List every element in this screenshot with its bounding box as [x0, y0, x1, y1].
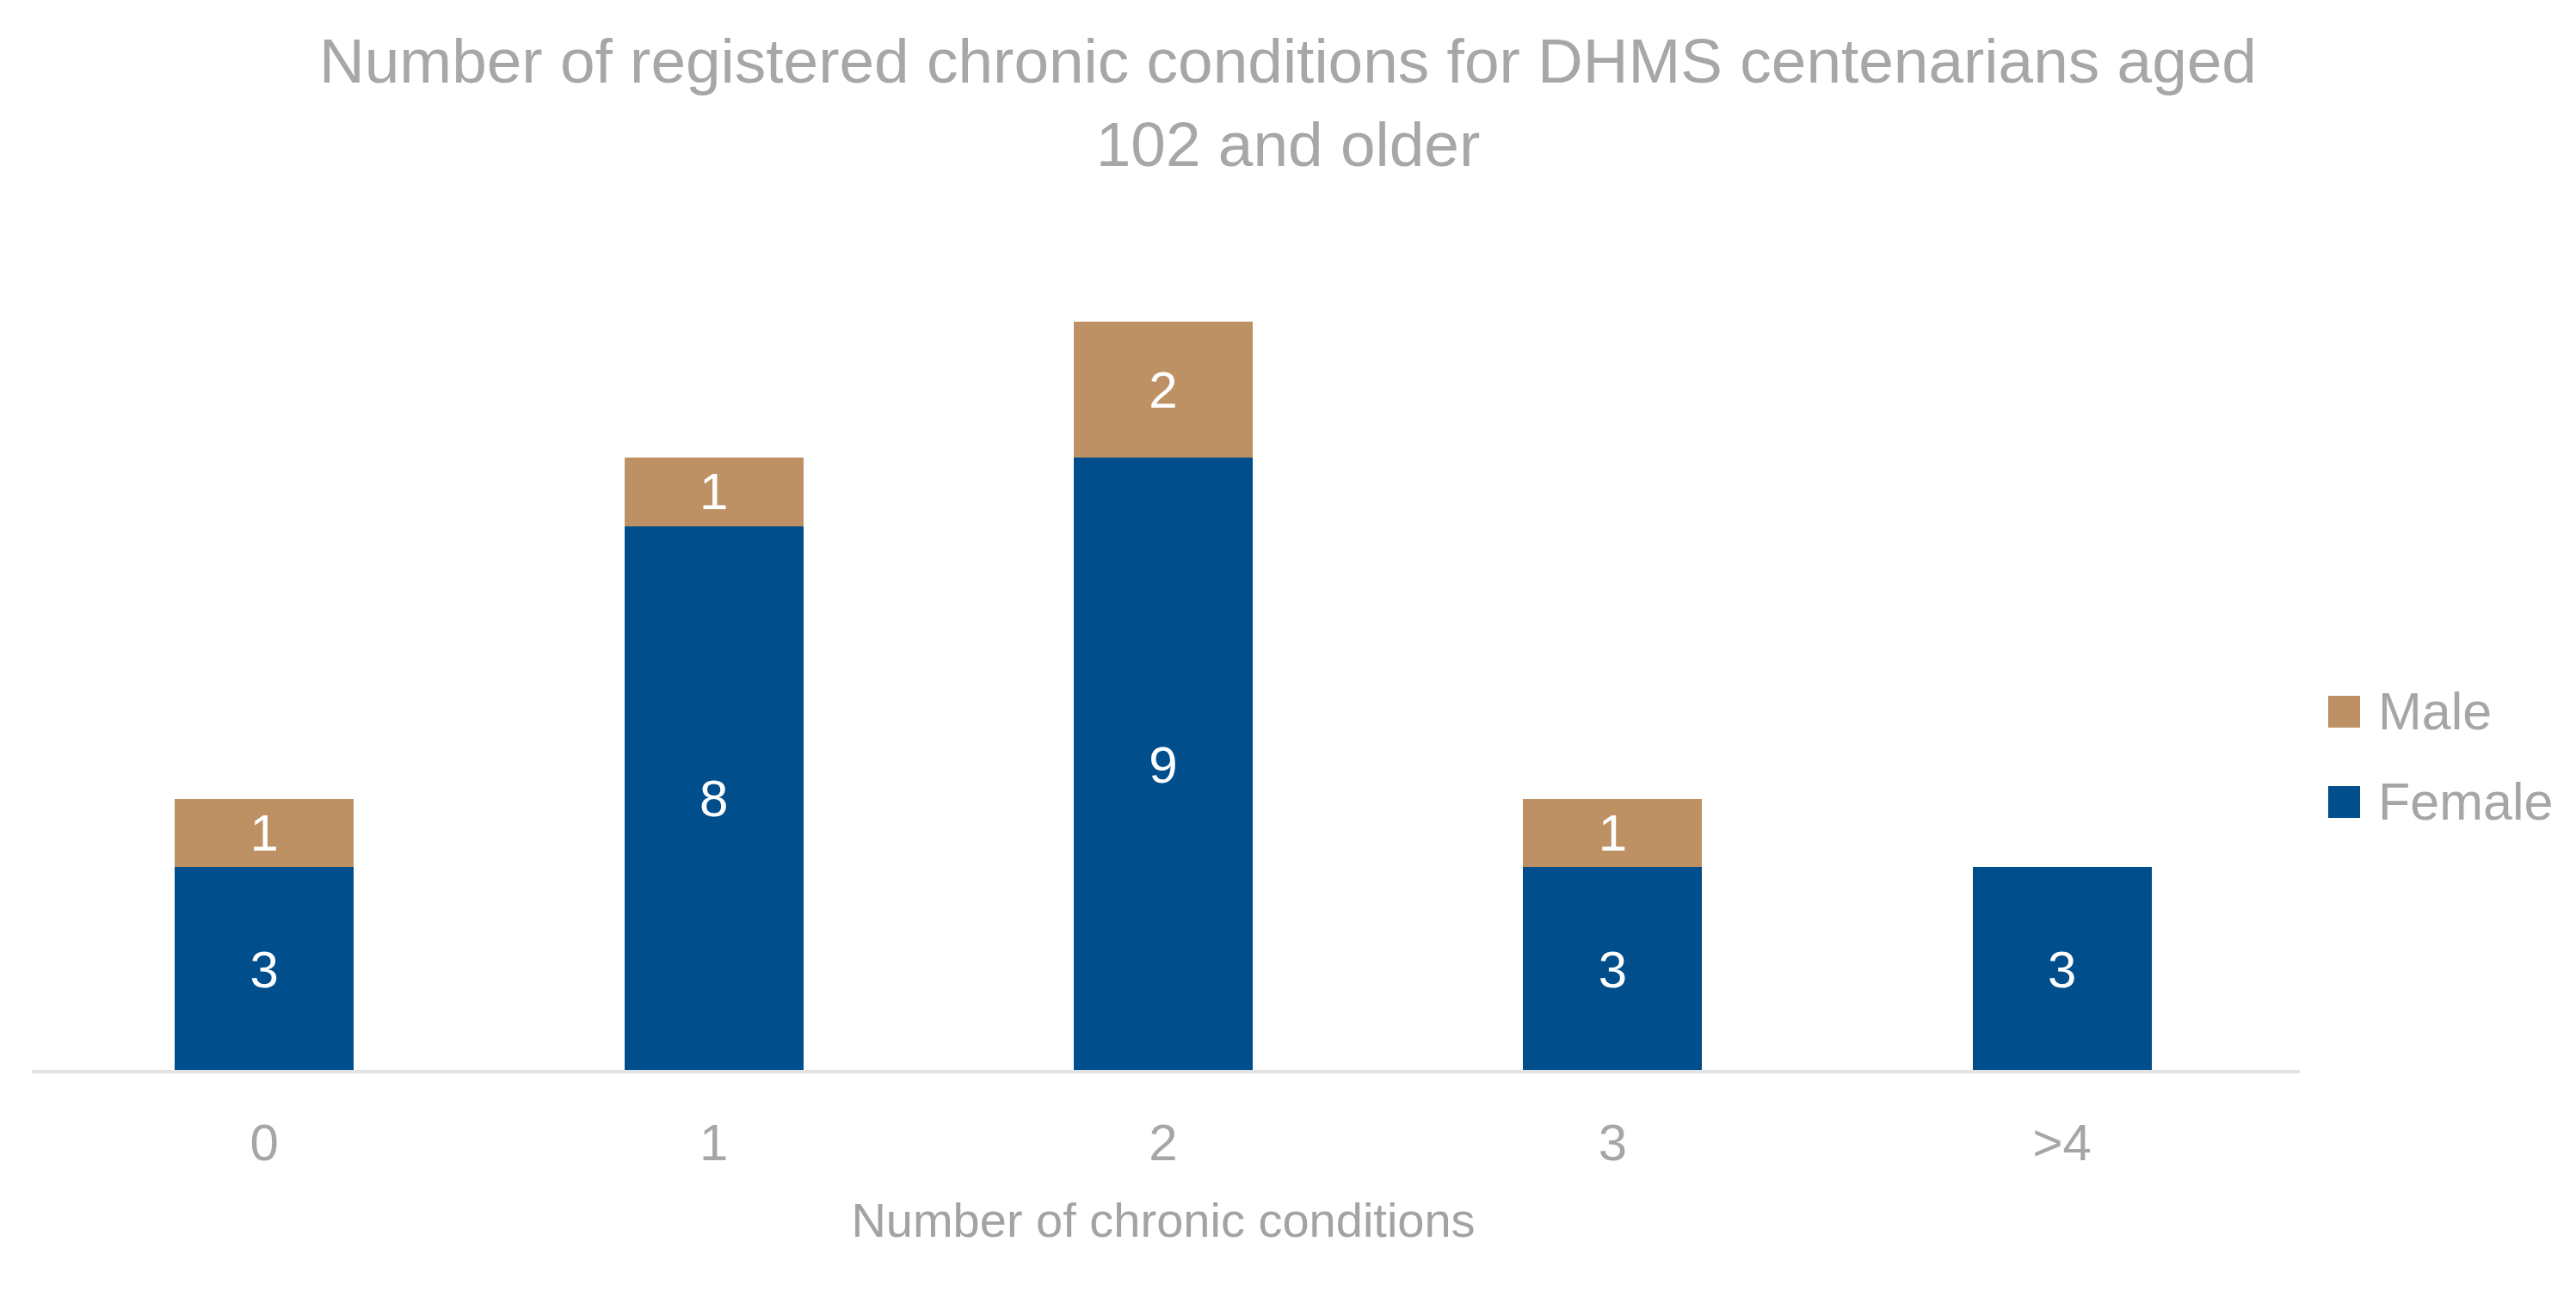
x-tick-label-0: 0 [161, 1113, 367, 1172]
bar-value-label: 1 [1599, 803, 1627, 863]
bar-value-label: 1 [699, 462, 728, 521]
legend-swatch-male [2328, 696, 2360, 728]
x-tick-label-2: 2 [1060, 1113, 1266, 1172]
bar-segment-male-cat-1: 1 [625, 458, 804, 526]
bar-segment-female-cat->4: 3 [1973, 867, 2152, 1072]
bar-segment-male-cat-2: 2 [1074, 322, 1253, 458]
legend-item-male: Male [2328, 685, 2553, 737]
x-tick-label-1: 1 [611, 1113, 817, 1172]
chart-canvas: Number of registered chronic conditions … [0, 0, 2576, 1303]
legend-swatch-female [2328, 786, 2360, 818]
legend-label-male: Male [2378, 681, 2492, 741]
bar-segment-male-cat-0: 1 [175, 799, 354, 867]
bar-value-label: 9 [1149, 735, 1177, 795]
bar-value-label: 2 [1149, 360, 1177, 420]
bar-segment-female-cat-2: 9 [1074, 458, 1253, 1072]
bar-value-label: 3 [2048, 940, 2076, 999]
bar-segment-female-cat-1: 8 [625, 526, 804, 1072]
bar-value-label: 1 [250, 803, 279, 863]
legend: Male Female [2328, 685, 2553, 827]
bar-value-label: 8 [699, 769, 728, 828]
x-axis-line [32, 1070, 2300, 1073]
legend-item-female: Female [2328, 776, 2553, 827]
bar-value-label: 3 [1599, 940, 1627, 999]
x-tick-label-3: 3 [1509, 1113, 1716, 1172]
x-tick-label->4: >4 [1959, 1113, 2166, 1172]
bar-segment-male-cat-3: 1 [1523, 799, 1702, 867]
bar-value-label: 3 [250, 940, 279, 999]
bar-segment-female-cat-0: 3 [175, 867, 354, 1072]
x-axis-title: Number of chronic conditions [40, 1192, 2287, 1248]
bar-segment-female-cat-3: 3 [1523, 867, 1702, 1072]
legend-label-female: Female [2378, 771, 2553, 832]
plot-area: 3 1 8 1 9 2 3 1 3 [0, 0, 2576, 1303]
